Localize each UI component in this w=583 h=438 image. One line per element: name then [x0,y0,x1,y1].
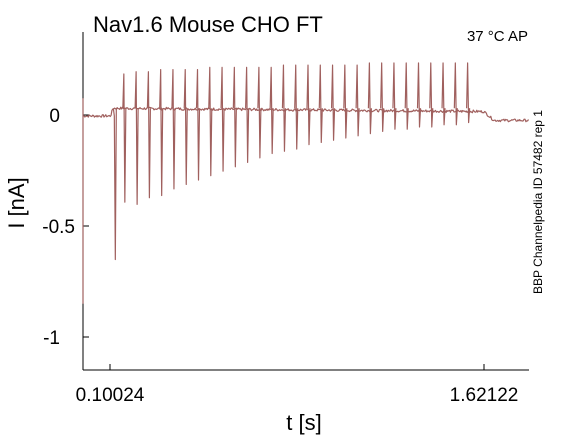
source-id-label: BBP Channelpedia ID 57482 rep 1 [531,110,545,294]
spike-16 [294,64,299,150]
chart-title: Nav1.6 Mouse CHO FT [93,12,323,37]
spike-1 [112,108,117,261]
spike-4 [146,71,151,199]
spike-26 [416,62,422,128]
spike-20 [343,64,348,139]
x-tick-label-end: 1.62122 [450,385,519,406]
spike-2 [122,73,127,203]
y-tick-label-neg-1: -1 [43,328,60,349]
spike-22 [367,62,372,135]
spike-13 [257,66,262,159]
spike-23 [380,62,385,133]
y-axis-label: I [nA] [4,177,29,228]
spike-7 [183,68,188,186]
spike-18 [318,64,323,144]
spike-15 [281,64,287,152]
spike-17 [306,64,311,146]
spike-12 [245,66,250,163]
condition-label: 37 °C AP [467,28,528,45]
spike-29 [453,62,458,126]
y-tick-label-neg-0-5: -0.5 [42,217,75,238]
spike-9 [208,66,213,177]
x-axis-label: t [s] [286,410,321,435]
spike-6 [171,68,176,190]
spike-5 [159,68,164,197]
spike-11 [232,66,237,168]
spike-14 [269,66,274,155]
baseline-trace [82,106,530,123]
spike-8 [195,68,201,181]
current-trace [82,62,530,304]
spike-21 [355,64,360,137]
spike-3 [134,71,139,205]
spike-19 [330,64,336,141]
spike-30 [466,62,471,124]
spike-25 [404,62,409,130]
spike-24 [392,62,397,130]
spike-28 [441,62,446,126]
y-tick-label-0: 0 [49,106,60,127]
spike-10 [220,66,225,172]
spike-27 [429,62,434,128]
x-tick-label-start: 0.10024 [76,385,145,406]
